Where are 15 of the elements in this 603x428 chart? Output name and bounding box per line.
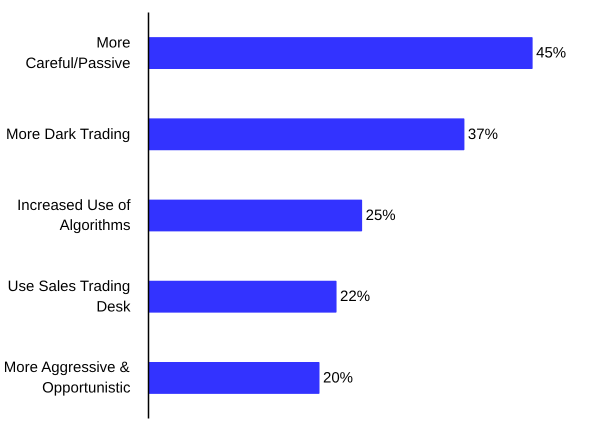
data-label: 45% xyxy=(536,44,566,62)
y-tick-label: More Aggressive & Opportunistic xyxy=(4,359,131,397)
data-label: 25% xyxy=(366,207,396,224)
bar xyxy=(148,362,320,394)
data-label: 20% xyxy=(323,369,354,386)
y-tick-label: More Dark Trading xyxy=(6,126,130,143)
bar xyxy=(148,37,533,70)
bar xyxy=(148,118,464,150)
bar xyxy=(148,200,362,232)
y-tick-label: Increased Use of Algorithms xyxy=(17,196,132,234)
data-label: 22% xyxy=(340,288,370,306)
data-label: 37% xyxy=(468,126,498,143)
y-tick-label: More Careful/Passive xyxy=(25,34,131,72)
bar xyxy=(148,280,337,313)
y-tick-label: Use Sales Trading Desk xyxy=(8,278,131,316)
